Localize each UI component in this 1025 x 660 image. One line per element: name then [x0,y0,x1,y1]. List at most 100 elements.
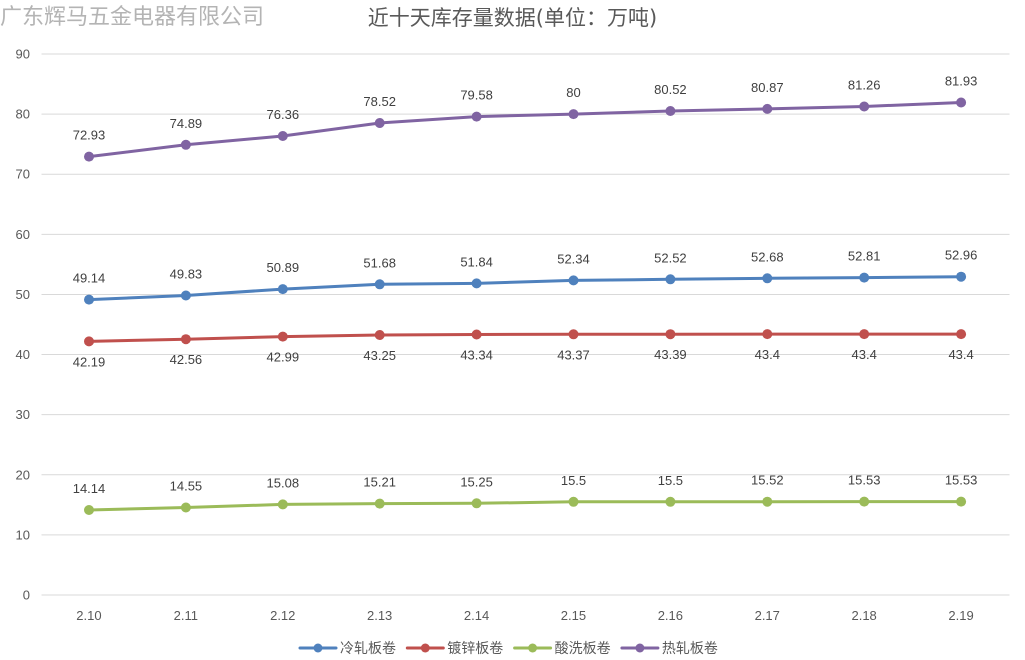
series-3: 14.14 14.55 15.08 15.21 15.25 15.5 15.5 15.52 15… [73,473,978,515]
x-tick-label: 2.17 [755,608,780,623]
series-4-data-label: 72.93 [73,128,106,143]
series-3-data-label: 15.5 [561,473,586,488]
series-3-data-label: 14.14 [73,481,106,496]
series-2-point [84,336,94,347]
legend-swatch-marker [420,643,430,653]
series-3-point [665,496,676,507]
series-3-point [84,505,94,515]
series-2-data-label: 43.4 [755,347,780,362]
gridlines [41,53,1010,596]
series-2-point [956,329,967,340]
series-3-point [762,496,773,507]
series-1-point [956,271,967,282]
series-3-data-label: 15.25 [460,474,493,489]
y-tick-label: 10 [16,527,30,542]
series-4-data-label: 78.52 [363,94,396,109]
series-4-point [568,109,579,120]
y-tick-label: 0 [23,588,30,603]
series-3-point [471,498,482,509]
series-2-data-label: 43.4 [852,347,877,362]
series-4-data-label: 76.36 [267,107,300,122]
x-tick-label: 2.15 [561,608,586,623]
legend-label: 冷轧板卷 [340,641,396,657]
series-4-point [277,131,288,141]
company-name-watermark: 广东辉马五金电器有限公司 [0,5,265,30]
series-1-point [859,272,870,283]
series-4-point [180,139,191,150]
series-4-point [956,97,967,108]
series-1-data-label: 49.83 [170,267,203,282]
series-4-point [471,111,482,122]
series-2-data-label: 43.34 [460,348,493,363]
x-tick-label: 2.19 [948,608,973,623]
y-tick-label: 70 [16,167,30,182]
y-tick-label: 90 [16,47,30,62]
legend-label: 镀锌板卷 [447,640,503,657]
legend-swatch-marker [635,643,645,653]
series-3-data-label: 14.55 [170,479,203,494]
series-1-data-label: 49.14 [73,271,106,286]
series-1-data-label: 52.81 [848,249,881,264]
series-2-data-label: 42.99 [267,350,300,365]
series-4: 72.93 74.89 76.36 78.52 79.58 80 80.52 80.87 81.… [73,74,977,162]
legend-swatch-marker [313,643,323,653]
series-4-data-label: 79.58 [460,88,493,103]
series-4-data-label: 80 [566,85,580,100]
x-tick-label: 2.14 [464,608,489,623]
series-4-point [665,106,676,116]
legend-item: 镀锌板卷 [405,640,503,657]
series-2-data-label: 43.4 [948,347,973,362]
series-4-data-label: 80.52 [654,82,687,97]
series-2-data-label: 42.56 [170,352,203,367]
series-4-data-label: 74.89 [170,116,203,131]
legend-label: 热轧板卷 [662,641,718,657]
series-1-point [277,284,288,295]
series-1-point [665,274,676,285]
series-3-data-label: 15.08 [267,475,300,490]
series-3-data-label: 15.53 [945,473,978,488]
y-tick-label: 40 [16,347,30,362]
series-1-point [762,273,773,284]
series-3-point [374,498,385,509]
series-2-point [665,329,676,340]
series-1-data-label: 51.84 [460,254,493,269]
y-tick-label: 80 [16,107,30,122]
legend-label: 酸洗板卷 [555,641,611,657]
legend-item: 热轧板卷 [620,641,718,657]
y-tick-label: 30 [16,407,30,422]
legend-item: 冷轧板卷 [298,641,396,657]
series-1-data-label: 52.96 [945,248,978,263]
series-3-line [87,500,963,512]
series-2-point [762,329,773,340]
series-2-line [87,332,963,343]
x-tick-label: 2.12 [270,608,295,623]
series-3-data-label: 15.21 [363,475,396,490]
legend-item: 酸洗板卷 [513,641,611,657]
series-4-data-label: 81.26 [848,78,881,93]
x-tick-label: 2.11 [174,608,198,623]
x-tick-label: 2.10 [76,608,101,623]
series-3-point [277,499,288,510]
series-2-data-label: 43.37 [557,347,590,362]
series-3-data-label: 15.52 [751,473,784,488]
series-4-point [374,118,385,128]
series-2-point [568,329,579,340]
series-1-data-label: 52.68 [751,249,784,264]
series-3-data-label: 15.5 [658,473,683,488]
series-1: 49.14 49.83 50.89 51.68 51.84 52.34 52.52 52.68… [73,248,978,305]
series-2-data-label: 42.19 [73,354,106,369]
x-tick-label: 2.18 [851,608,876,623]
series-3-point [568,496,579,507]
y-tick-label: 60 [16,227,30,242]
series-4-data-label: 80.87 [751,80,784,95]
series-3-point [180,502,191,513]
series-2-point [374,330,385,340]
y-axis-labels: 0 10 20 30 40 50 60 70 80 90 [16,47,30,603]
x-tick-label: 2.16 [658,608,683,623]
series-1-point [180,290,191,301]
series-1-line [87,275,963,302]
series-2-point [277,331,288,342]
series-3-data-label: 15.53 [848,473,881,488]
series-1-data-label: 52.52 [654,250,687,265]
